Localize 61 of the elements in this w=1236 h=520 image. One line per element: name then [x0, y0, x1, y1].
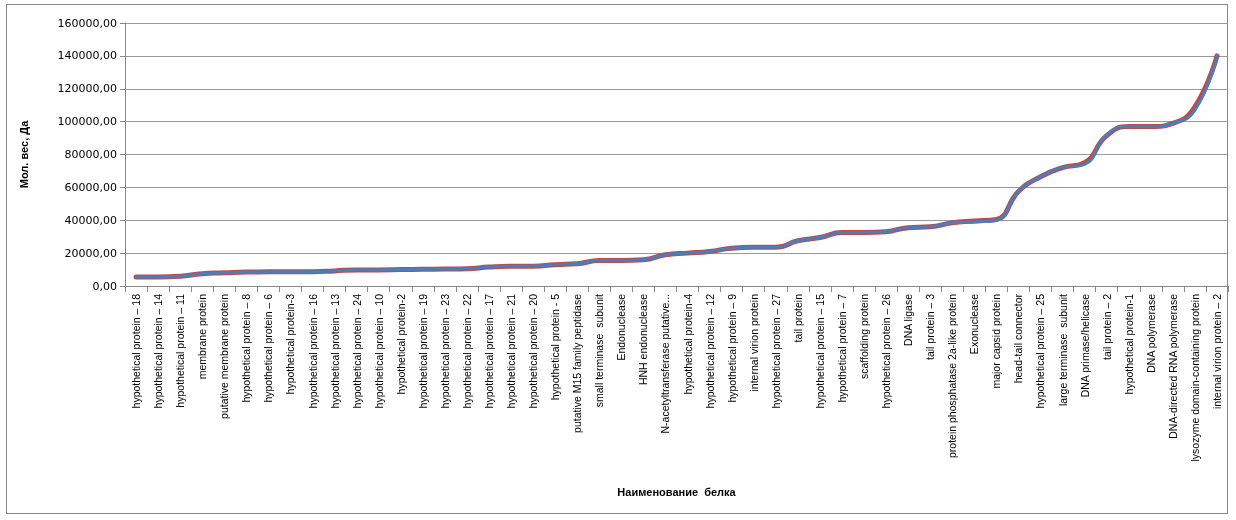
y-tick-label: 140000,00: [57, 49, 117, 63]
x-tick-label: hypothetical protein – 19: [416, 293, 429, 409]
x-tick-label: HNH endonuclease: [637, 293, 650, 386]
x-tick-label: internal virion protein: [747, 293, 760, 392]
x-tick-label: hypothetical protein - 5: [549, 293, 562, 401]
x-tick-label: hypothetical protein – 17: [482, 293, 495, 409]
x-tick-label: tail protein – 3: [924, 293, 937, 360]
x-tick-label: hypothetical protein – 6: [262, 293, 275, 403]
x-tick-label: putative M15 family peptidase: [571, 293, 584, 433]
x-tick-label: Exonuclease: [968, 293, 981, 355]
x-tick-label: hypothetical protein – 10: [372, 293, 385, 409]
x-tick-label: hypothetical protein – 15: [813, 293, 826, 409]
x-tick-label: hypothetical protein – 21: [505, 293, 518, 409]
x-tick-label: scaffolding protein: [858, 293, 871, 380]
y-tick-label: 100000,00: [57, 115, 117, 129]
x-tick-label: hypothetical protein – 18: [130, 293, 143, 409]
y-tick-label: 0,00: [92, 279, 117, 293]
x-tick-label: hypothetical protein – 23: [438, 293, 451, 409]
x-tick-label: hypothetical protein – 26: [880, 293, 893, 409]
x-tick-label: hypothetical protein – 13: [328, 293, 341, 409]
y-tick-label: 80000,00: [64, 148, 117, 161]
x-tick-label: hypothetical protein – 7: [835, 293, 848, 403]
x-tick-label: hypothetical protein-1: [1122, 293, 1135, 395]
x-tick-label: hypothetical protein – 27: [769, 293, 782, 409]
x-tick-label: hypothetical protein-4: [681, 293, 694, 395]
x-tick-label: hypothetical protein – 14: [152, 293, 165, 409]
x-tick-label: internal virion protein – 2: [1210, 293, 1223, 409]
x-tick-label: protein phosphatase 2a-like protein: [946, 293, 959, 459]
x-tick-label: lysozyme domain-containing protein: [1188, 293, 1201, 462]
x-tick-label: hypothetical protein-2: [394, 293, 407, 395]
x-tick-label: membrane protein: [196, 293, 209, 380]
x-tick-label: Endonuclease: [615, 293, 628, 361]
x-tick-label: DNA primase/helicase: [1078, 293, 1091, 398]
x-tick-label: hypothetical protein – 12: [703, 293, 716, 409]
x-tick-label: DNA-directed RNA polymerase: [1166, 293, 1179, 439]
x-tick-label: N-acetyltransferase putative...: [659, 294, 672, 434]
x-tick-label: DNA polymerase: [1144, 293, 1157, 373]
y-axis-title: Мол. вес, Да: [17, 119, 30, 189]
x-axis-title: Наименование белка: [617, 485, 737, 498]
x-tick-label: large terminase subunit: [1056, 293, 1069, 407]
x-tick-label: hypothetical protein – 25: [1034, 293, 1047, 409]
x-tick-label: head-tail connector: [1012, 293, 1025, 384]
y-tick-label: 60000,00: [64, 180, 117, 194]
x-tick-label: small terminase subunit: [593, 293, 606, 408]
x-tick-label: hypothetical protein – 16: [306, 293, 319, 409]
x-tick-label: putative membrane protein: [218, 293, 231, 419]
x-tick-label: tail protein: [791, 293, 804, 343]
x-tick-label: tail protein – 2: [1100, 293, 1113, 360]
y-tick-label: 160000,00: [57, 16, 117, 30]
x-tick-label: hypothetical protein-3: [284, 293, 297, 395]
x-tick-label: hypothetical protein – 11: [174, 293, 187, 408]
x-tick-label: major capsid protein: [990, 293, 1003, 389]
y-tick-label: 120000,00: [57, 82, 117, 96]
x-tick-label: hypothetical protein – 20: [527, 293, 540, 409]
x-tick-label: hypothetical protein – 8: [240, 293, 253, 403]
x-tick-label: hypothetical protein – 24: [350, 293, 363, 409]
x-tick-label: hypothetical protein – 22: [460, 293, 473, 409]
y-tick-label: 20000,00: [64, 246, 117, 260]
x-tick-label: hypothetical protein – 9: [725, 293, 738, 403]
y-tick-label: 40000,00: [64, 213, 117, 227]
x-tick-label: DNA ligase: [902, 293, 915, 346]
